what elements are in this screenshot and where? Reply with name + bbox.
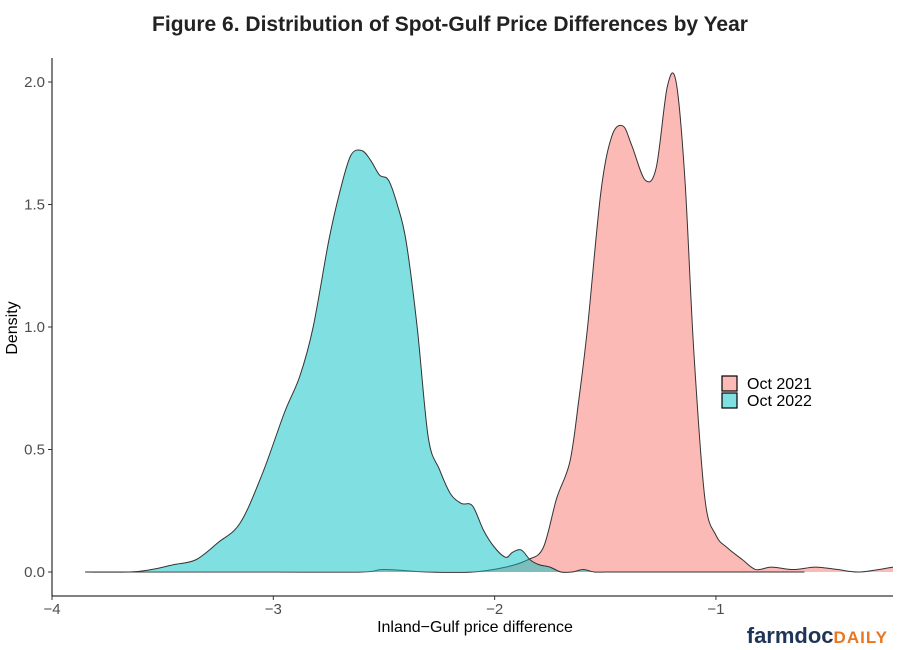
- y-tick-label: 1.5: [24, 197, 45, 214]
- y-axis-title: Density: [4, 301, 21, 354]
- x-tick-label: −2: [486, 601, 503, 618]
- svg-text:farmdocDAILY: farmdocDAILY: [747, 623, 888, 648]
- legend-label: Oct 2021: [747, 376, 812, 393]
- legend-label: Oct 2022: [747, 393, 812, 410]
- y-tick-label: 0.0: [24, 564, 45, 581]
- plot-area: [85, 72, 894, 573]
- x-tick-label: −4: [43, 601, 60, 618]
- density-line-oct-2021: [85, 72, 894, 573]
- density-line-oct-2022: [85, 149, 805, 573]
- density-area-oct-2022: [85, 149, 805, 573]
- farmdoc-daily-logo: farmdocDAILY: [747, 623, 888, 648]
- logo-part-1: farmdoc: [747, 623, 834, 648]
- x-tick-label: −3: [265, 601, 282, 618]
- x-tick-label: −1: [707, 601, 724, 618]
- x-axis-title: Inland−Gulf price difference: [377, 619, 573, 636]
- y-tick-label: 1.0: [24, 319, 45, 336]
- y-tick-label: 0.5: [24, 442, 45, 459]
- axes: −4 −3 −2 −1 0.0 0.5 1.0 1.5 2.0: [24, 58, 893, 618]
- legend-key-oct-2022: [721, 392, 738, 409]
- chart-title: Figure 6. Distribution of Spot-Gulf Pric…: [152, 13, 748, 36]
- legend-key-oct-2021: [721, 375, 738, 392]
- y-tick-label: 2.0: [24, 74, 45, 91]
- density-area-oct-2021: [85, 72, 893, 573]
- logo-part-2: DAILY: [834, 628, 888, 647]
